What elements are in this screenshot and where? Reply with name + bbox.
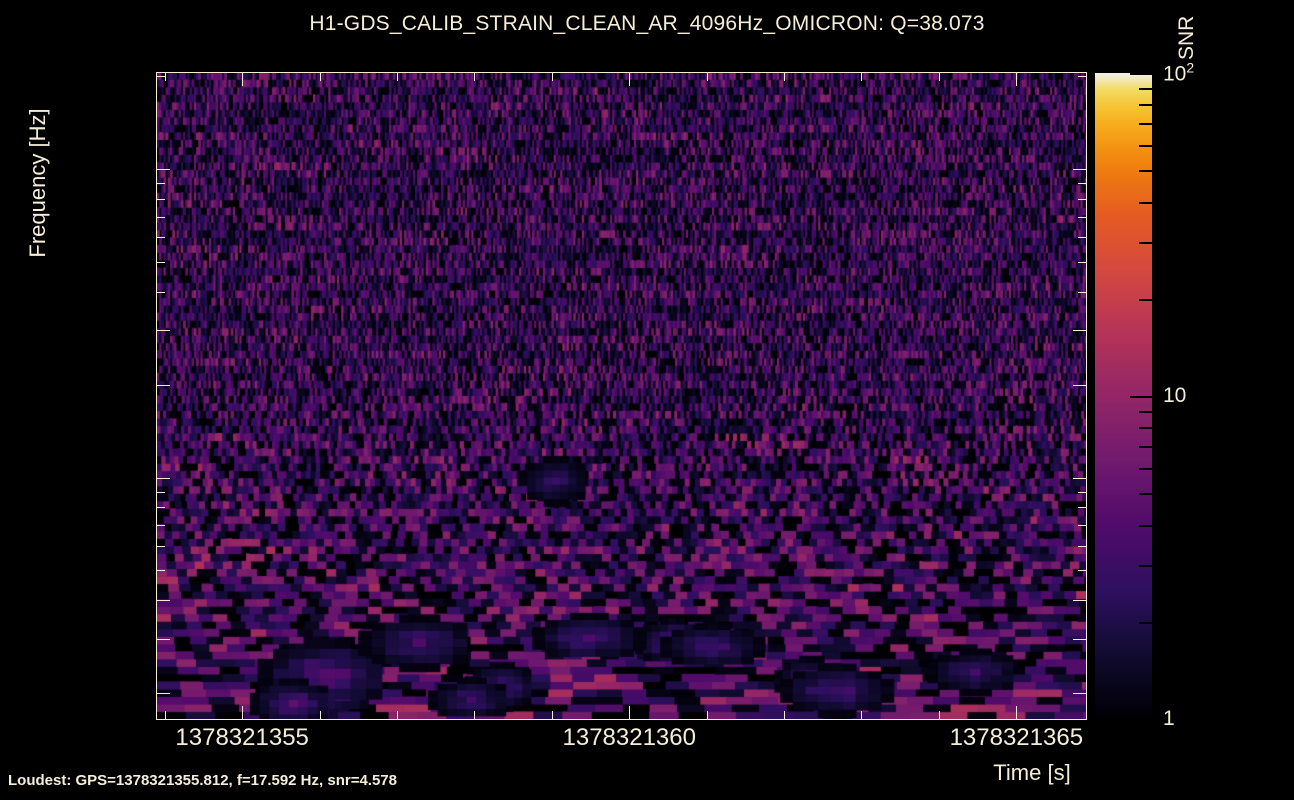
x-axis-tick — [861, 711, 863, 719]
colorbar-tick — [1130, 396, 1152, 398]
colorbar-tick — [1130, 719, 1152, 721]
spectrogram-plot-area[interactable] — [157, 73, 1086, 719]
y-axis-label: Frequency [Hz] — [25, 108, 50, 258]
y-axis-tick — [1078, 525, 1086, 527]
colorbar-tick — [1139, 564, 1152, 567]
colorbar-tick-label: 1 — [1163, 707, 1175, 730]
x-axis-tick — [242, 706, 244, 719]
colorbar-tick — [1139, 104, 1152, 107]
colorbar-tick — [1139, 493, 1152, 496]
spectrogram-canvas[interactable] — [157, 73, 1086, 719]
y-axis-tick — [157, 570, 165, 572]
y-axis-tick — [1073, 693, 1086, 695]
y-axis-tick — [157, 638, 170, 640]
y-axis-tick — [1078, 546, 1086, 548]
x-axis-tick — [164, 711, 166, 719]
colorbar[interactable] — [1095, 73, 1152, 721]
colorbar-tick — [1139, 621, 1152, 624]
colorbar-tick — [1139, 298, 1152, 301]
colorbar-tick — [1139, 427, 1152, 430]
y-axis-tick — [157, 183, 165, 185]
y-axis-tick — [1078, 261, 1086, 263]
x-axis-tick — [551, 73, 553, 81]
x-axis-tick — [629, 706, 631, 719]
page-title: H1-GDS_CALIB_STRAIN_CLEAN_AR_4096Hz_OMIC… — [309, 12, 985, 35]
y-axis-tick — [157, 525, 165, 527]
colorbar-tick — [1139, 467, 1152, 470]
x-axis-tick — [706, 711, 708, 719]
colorbar-tick — [1139, 446, 1152, 449]
colorbar-tick — [1130, 73, 1152, 75]
x-axis-tick — [938, 73, 940, 81]
x-axis-tick — [629, 73, 631, 86]
x-axis-tick — [1016, 73, 1018, 86]
x-axis-tick — [396, 73, 398, 81]
y-axis-tick — [157, 600, 170, 602]
x-axis-tick — [474, 711, 476, 719]
colorbar-tick — [1139, 87, 1152, 90]
y-axis-tick — [1073, 169, 1086, 171]
y-axis-tick — [1078, 198, 1086, 200]
x-axis-label-text: Time [s] — [993, 760, 1071, 785]
y-axis-tick — [1078, 507, 1086, 509]
x-axis-tick — [551, 711, 553, 719]
y-axis-tick — [1078, 491, 1086, 493]
y-axis-tick — [157, 491, 165, 493]
y-axis-tick — [1078, 237, 1086, 239]
y-axis-tick — [1073, 638, 1086, 640]
x-axis-tick — [164, 73, 166, 81]
x-axis-tick — [784, 711, 786, 719]
colorbar-tick — [1139, 241, 1152, 244]
x-axis-tick — [784, 73, 786, 81]
y-axis-tick — [1073, 600, 1086, 602]
y-axis-tick — [157, 291, 165, 293]
colorbar-tick — [1139, 410, 1152, 413]
y-axis-tick — [157, 477, 170, 479]
y-axis-tick — [157, 384, 170, 386]
x-axis-tick — [706, 73, 708, 81]
y-axis-tick — [157, 198, 165, 200]
colorbar-tick-label: 102 — [1163, 59, 1195, 86]
x-axis-tick — [319, 711, 321, 719]
x-axis-tick — [396, 711, 398, 719]
y-axis-tick — [1078, 570, 1086, 572]
y-axis-tick — [1073, 477, 1086, 479]
y-axis-tick — [1073, 384, 1086, 386]
y-axis-tick — [1078, 216, 1086, 218]
y-axis-tick — [157, 261, 165, 263]
y-axis-tick — [157, 237, 165, 239]
x-axis-tick — [474, 73, 476, 81]
x-axis-tick-label: 1378321365 — [949, 724, 1084, 751]
colorbar-tick — [1139, 201, 1152, 204]
y-axis-tick — [157, 546, 165, 548]
y-axis-tick — [157, 693, 170, 695]
y-axis-tick — [1078, 183, 1086, 185]
colorbar-tick — [1139, 524, 1152, 527]
x-axis-tick-label: 1378321360 — [562, 724, 696, 751]
x-axis-tick — [319, 73, 321, 81]
y-axis-tick — [157, 330, 170, 332]
x-axis-label: Time [s] — [0, 760, 1294, 786]
colorbar-label: SNR — [1175, 15, 1198, 60]
y-axis-tick — [157, 76, 165, 78]
x-axis-tick — [938, 711, 940, 719]
x-axis-tick — [242, 73, 244, 86]
y-axis-tick — [157, 216, 165, 218]
colorbar-tick-label: 10 — [1163, 384, 1187, 407]
y-axis-tick — [157, 169, 170, 171]
colorbar-tick — [1139, 123, 1152, 126]
colorbar-tick — [1139, 144, 1152, 147]
x-axis-tick — [861, 73, 863, 81]
x-axis-tick-label: 1378321355 — [175, 724, 309, 751]
loudest-event-footer: Loudest: GPS=1378321355.812, f=17.592 Hz… — [8, 772, 397, 789]
x-axis-tick — [1016, 706, 1018, 719]
colorbar-tick — [1139, 170, 1152, 173]
y-axis-tick — [1078, 291, 1086, 293]
y-axis-tick — [1078, 76, 1086, 78]
y-axis-tick — [1073, 330, 1086, 332]
y-axis-tick — [157, 507, 165, 509]
